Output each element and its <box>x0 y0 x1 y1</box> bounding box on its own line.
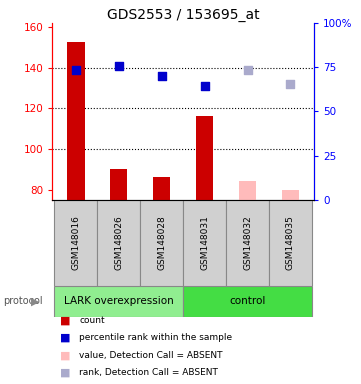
Text: ▶: ▶ <box>31 296 39 306</box>
Bar <box>183 286 312 317</box>
Text: protocol: protocol <box>4 296 43 306</box>
Bar <box>110 169 127 200</box>
Point <box>288 81 293 87</box>
Text: LARK overexpression: LARK overexpression <box>64 296 174 306</box>
Bar <box>239 181 256 200</box>
Bar <box>196 116 213 200</box>
Text: ■: ■ <box>60 350 70 360</box>
Point <box>73 67 79 73</box>
Text: GSM148035: GSM148035 <box>286 215 295 270</box>
Point <box>245 67 251 73</box>
Bar <box>269 200 312 286</box>
Text: ■: ■ <box>60 367 70 377</box>
Title: GDS2553 / 153695_at: GDS2553 / 153695_at <box>107 8 260 22</box>
Text: GSM148016: GSM148016 <box>71 215 81 270</box>
Text: rank, Detection Call = ABSENT: rank, Detection Call = ABSENT <box>79 368 218 377</box>
Text: ■: ■ <box>60 333 70 343</box>
Text: percentile rank within the sample: percentile rank within the sample <box>79 333 232 343</box>
Bar <box>55 286 183 317</box>
Bar <box>140 200 183 286</box>
Bar <box>55 200 97 286</box>
Bar <box>97 200 140 286</box>
Bar <box>226 200 269 286</box>
Bar <box>282 190 299 200</box>
Point <box>116 63 122 69</box>
Point <box>202 83 208 89</box>
Bar <box>153 177 170 200</box>
Text: control: control <box>229 296 266 306</box>
Text: GSM148026: GSM148026 <box>114 215 123 270</box>
Text: value, Detection Call = ABSENT: value, Detection Call = ABSENT <box>79 351 223 360</box>
Text: GSM148028: GSM148028 <box>157 215 166 270</box>
Text: ■: ■ <box>60 316 70 326</box>
Bar <box>183 200 226 286</box>
Text: count: count <box>79 316 105 325</box>
Point <box>159 73 165 79</box>
Text: GSM148031: GSM148031 <box>200 215 209 270</box>
Bar <box>68 42 84 200</box>
Text: GSM148032: GSM148032 <box>243 215 252 270</box>
